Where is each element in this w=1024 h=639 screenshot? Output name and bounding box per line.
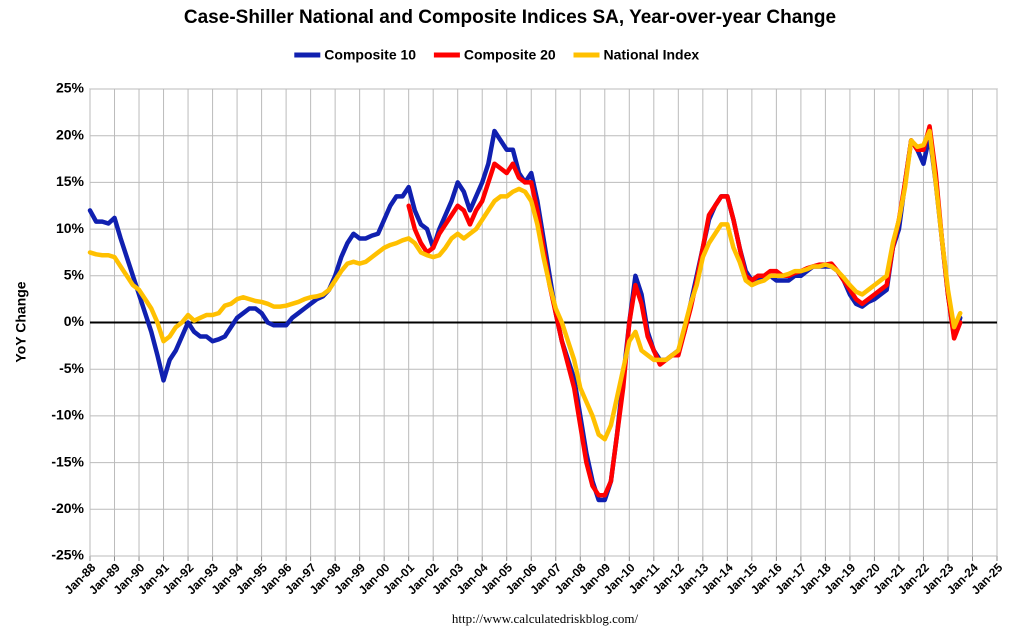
- y-tick-label: 25%: [56, 80, 85, 96]
- y-tick-label: -5%: [59, 360, 84, 376]
- y-tick-label: 5%: [64, 267, 85, 283]
- y-tick-label: 20%: [56, 126, 85, 142]
- legend-label: Composite 10: [324, 47, 416, 63]
- legend-label: National Index: [604, 47, 700, 63]
- y-tick-label: -20%: [51, 500, 84, 516]
- y-axis-label: YoY Change: [13, 281, 29, 362]
- y-tick-label: -25%: [51, 547, 84, 563]
- y-tick-label: -10%: [51, 407, 84, 423]
- y-tick-label: 15%: [56, 173, 85, 189]
- legend-label: Composite 20: [464, 47, 556, 63]
- series-line: [87, 128, 963, 442]
- y-tick-label: 0%: [64, 313, 85, 329]
- source-note: http://www.calculatedriskblog.com/: [452, 611, 639, 626]
- y-tick-label: 10%: [56, 220, 85, 236]
- chart-title: Case-Shiller National and Composite Indi…: [184, 7, 836, 28]
- y-tick-label: -15%: [51, 453, 84, 469]
